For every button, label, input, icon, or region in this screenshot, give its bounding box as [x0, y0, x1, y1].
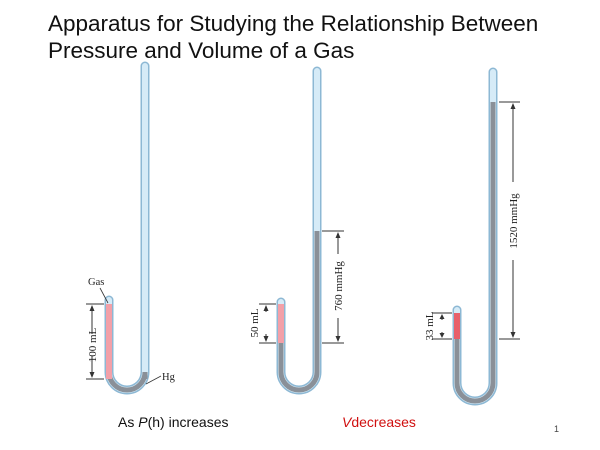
caption-volume: Vdecreases [342, 414, 416, 430]
volume-bracket-2 [259, 303, 276, 344]
gas-pointer [99, 287, 109, 304]
caption-pressure-prefix: As [118, 414, 139, 430]
slide-title: Apparatus for Studying the Relationship … [48, 10, 593, 64]
caption-pressure-suffix: (h) increases [147, 414, 229, 430]
volume-label-3: 33 mL [424, 311, 436, 340]
tube-3-glass [452, 67, 498, 406]
gas-label: Gas [88, 277, 104, 288]
mercury-column-2 [278, 231, 320, 393]
volume-bracket-1 [86, 303, 104, 380]
tube-1-glass [104, 61, 150, 395]
caption-volume-suffix: decreases [351, 414, 416, 430]
apparatus-3: 33 mL 1520 mmHg [424, 67, 520, 406]
mercury-column-3 [454, 102, 496, 404]
slide-title-line-1: Apparatus for Studying the Relationship … [48, 11, 539, 36]
height-bracket-3 [499, 101, 520, 340]
caption-pressure-variable: P [138, 414, 148, 430]
volume-label-2: 50 mL [249, 308, 261, 337]
slide-title-line-2: Pressure and Volume of a Gas [48, 38, 355, 63]
apparatus-1: 100 mL Gas Hg [86, 61, 176, 395]
height-bracket-2 [322, 230, 344, 344]
hg-label: Hg [162, 372, 176, 383]
height-label-2: 760 mmHg [333, 261, 345, 311]
height-label-3: 1520 mmHg [508, 193, 520, 249]
volume-bracket-3 [432, 312, 452, 340]
hg-pointer [145, 375, 162, 385]
caption-pressure: As P(h) increases [118, 414, 229, 430]
tube-2-glass [276, 66, 322, 395]
caption-volume-variable: V [342, 414, 352, 430]
page-number: 1 [554, 424, 560, 434]
apparatus-2: 50 mL 760 mmHg [249, 66, 345, 395]
volume-label-1: 100 mL [87, 327, 99, 362]
